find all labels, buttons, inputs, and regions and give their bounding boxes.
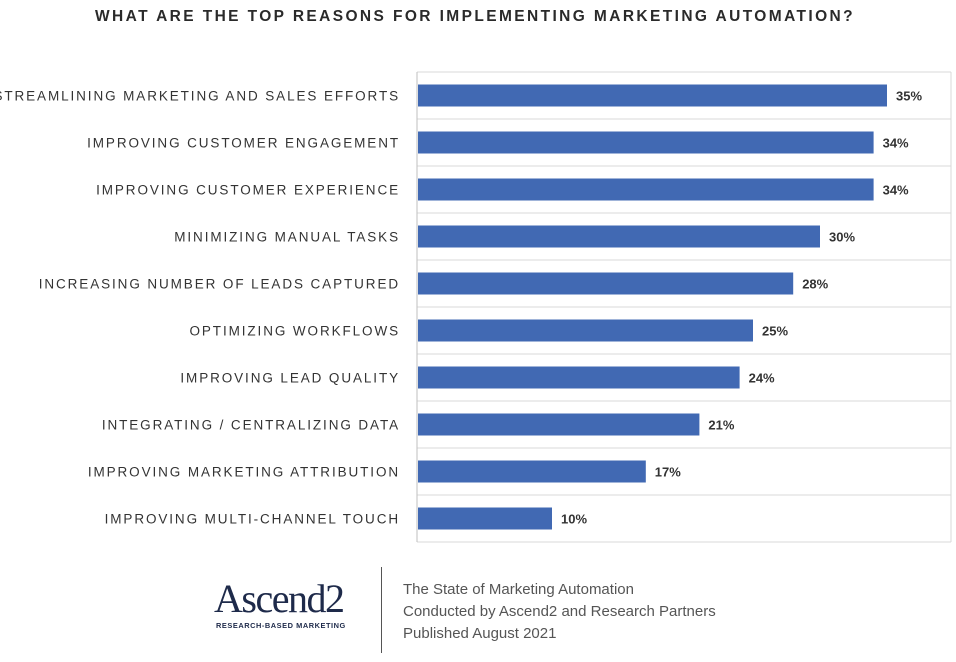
bar-chart: STREAMLINING MARKETING AND SALES EFFORTS… (0, 71, 952, 543)
value-label: 28% (802, 277, 828, 292)
category-label: IMPROVING LEAD QUALITY (180, 371, 400, 386)
bar (418, 413, 700, 436)
footer-line-report: The State of Marketing Automation (403, 581, 634, 598)
value-label: 34% (883, 183, 909, 198)
category-label: IMPROVING MARKETING ATTRIBUTION (88, 465, 400, 480)
value-label: 35% (896, 89, 922, 104)
category-label: IMPROVING MULTI-CHANNEL TOUCH (105, 512, 400, 527)
value-label: 24% (749, 371, 775, 386)
logo-wordmark: Ascend2 (214, 576, 345, 621)
category-label: MINIMIZING MANUAL TASKS (174, 230, 400, 245)
value-label: 10% (561, 512, 587, 527)
category-label: IMPROVING CUSTOMER ENGAGEMENT (87, 136, 400, 151)
value-label: 17% (655, 465, 681, 480)
bar (418, 272, 794, 295)
value-label: 25% (762, 324, 788, 339)
bar (418, 225, 820, 248)
bar (418, 507, 552, 530)
bar (418, 460, 646, 483)
ascend2-logo: Ascend2 RESEARCH-BASED MARKETING (214, 579, 364, 635)
logo-tagline: RESEARCH-BASED MARKETING (216, 621, 346, 630)
bar (418, 131, 874, 154)
footer-line-conducted: Conducted by Ascend2 and Research Partne… (403, 603, 716, 620)
bar (418, 366, 740, 389)
footer-source: The State of Marketing Automation Conduc… (403, 579, 716, 645)
value-label: 34% (883, 136, 909, 151)
bar (418, 84, 887, 107)
category-label: IMPROVING CUSTOMER EXPERIENCE (96, 183, 400, 198)
value-label: 21% (708, 418, 734, 433)
value-label: 30% (829, 230, 855, 245)
category-label: STREAMLINING MARKETING AND SALES EFFORTS (0, 89, 400, 104)
category-label: INCREASING NUMBER OF LEADS CAPTURED (39, 277, 400, 292)
bar (418, 319, 753, 342)
footer-divider (381, 567, 382, 653)
category-label: OPTIMIZING WORKFLOWS (190, 324, 401, 339)
category-label: INTEGRATING / CENTRALIZING DATA (102, 418, 400, 433)
chart-title: WHAT ARE THE TOP REASONS FOR IMPLEMENTIN… (95, 8, 855, 25)
footer-line-published: Published August 2021 (403, 625, 557, 642)
bar (418, 178, 874, 201)
